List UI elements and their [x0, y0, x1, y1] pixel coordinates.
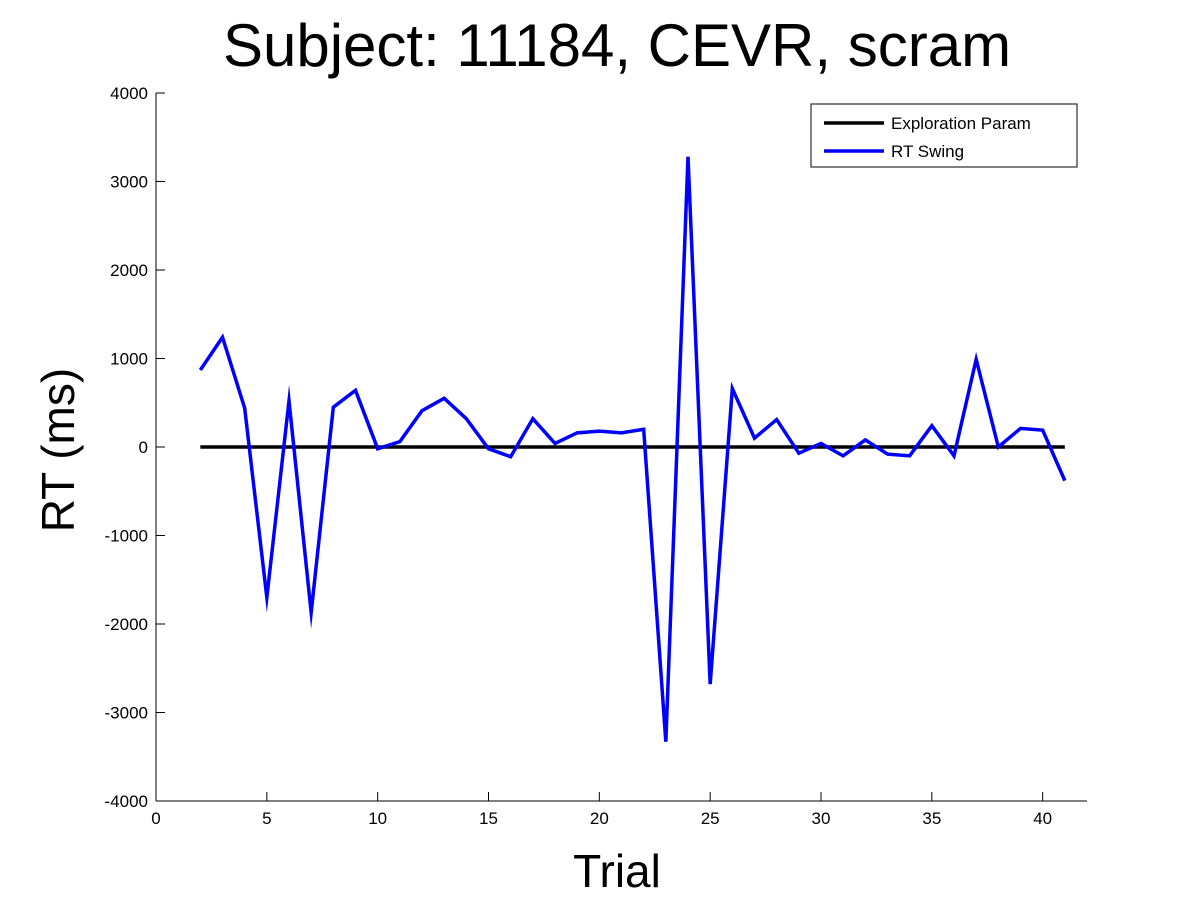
axis-ticks: 0 5 10 15 20 25 30 35 40 -4000 -3000 -2000 -1000 0 100… — [105, 84, 1053, 828]
x-tick-label: 10 — [368, 809, 387, 828]
x-tick-label: 35 — [922, 809, 941, 828]
x-tick-label: 25 — [701, 809, 720, 828]
y-tick-label: -2000 — [105, 615, 148, 634]
y-tick-label: -4000 — [105, 792, 148, 811]
chart-title: Subject: 11184, CEVR, scram — [223, 12, 1011, 79]
x-tick-label: 20 — [590, 809, 609, 828]
x-axis-label: Trial — [573, 845, 661, 897]
legend-box — [810, 103, 1078, 168]
x-tick-label: 5 — [262, 809, 271, 828]
x-tick-label: 40 — [1033, 809, 1052, 828]
series-layer — [198, 156, 1067, 742]
y-tick-label: 2000 — [110, 261, 148, 280]
y-tick-label: 4000 — [110, 84, 148, 103]
legend: Exploration Param RT Swing — [810, 103, 1078, 168]
legend-entry: Exploration Param — [891, 114, 1031, 133]
y-tick-label: -1000 — [105, 527, 148, 546]
x-tick-label: 15 — [479, 809, 498, 828]
x-tick-label: 30 — [812, 809, 831, 828]
legend-entry: RT Swing — [891, 142, 964, 161]
series-line-rt-swing — [198, 156, 1067, 742]
y-tick-label: 3000 — [110, 173, 148, 192]
y-tick-label: -3000 — [105, 704, 148, 723]
x-tick-label: 0 — [151, 809, 160, 828]
y-axis-label: RT (ms) — [32, 368, 84, 532]
y-tick-label: 1000 — [110, 350, 148, 369]
y-tick-label: 0 — [139, 438, 148, 457]
